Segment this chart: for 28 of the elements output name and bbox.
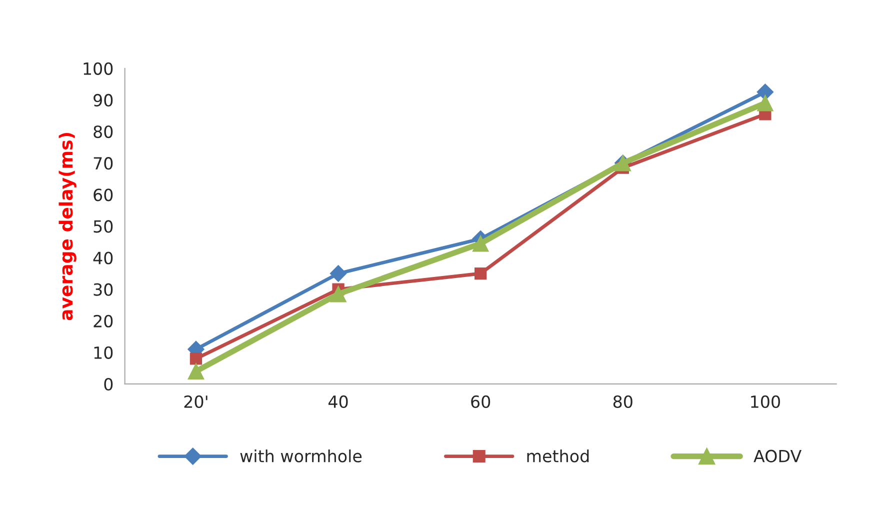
point [330,286,346,302]
y-tick-label: 0 [104,378,113,391]
y-tick-label: 70 [94,157,113,170]
point [472,235,489,252]
point [757,94,774,112]
x-tick-label: 100 [751,395,780,408]
y-tick-label: 60 [94,188,113,202]
y-axis-title: average delay(ms) [58,132,76,320]
y-tick-label: 20 [94,314,113,328]
point [188,363,204,380]
legend-label: with wormhole [240,449,362,462]
y-tick-label: 80 [94,125,113,138]
legend-label: method [527,449,589,462]
point [474,267,487,280]
point [330,265,347,282]
legend-label: AODV [754,450,802,462]
y-tick-label: 100 [84,62,113,75]
y-tick-label: 10 [94,346,113,359]
x-tick-label: 20' [184,395,208,408]
y-tick-label: 50 [94,220,113,233]
point [190,352,202,365]
y-tick-label: 90 [94,94,113,107]
point [756,84,774,100]
x-tick-label: 60 [471,395,490,408]
x-tick-label: 80 [613,395,632,408]
y-tick-label: 30 [94,283,113,296]
x-tick-label: 40 [328,395,348,408]
y-tick-label: 40 [93,252,113,264]
